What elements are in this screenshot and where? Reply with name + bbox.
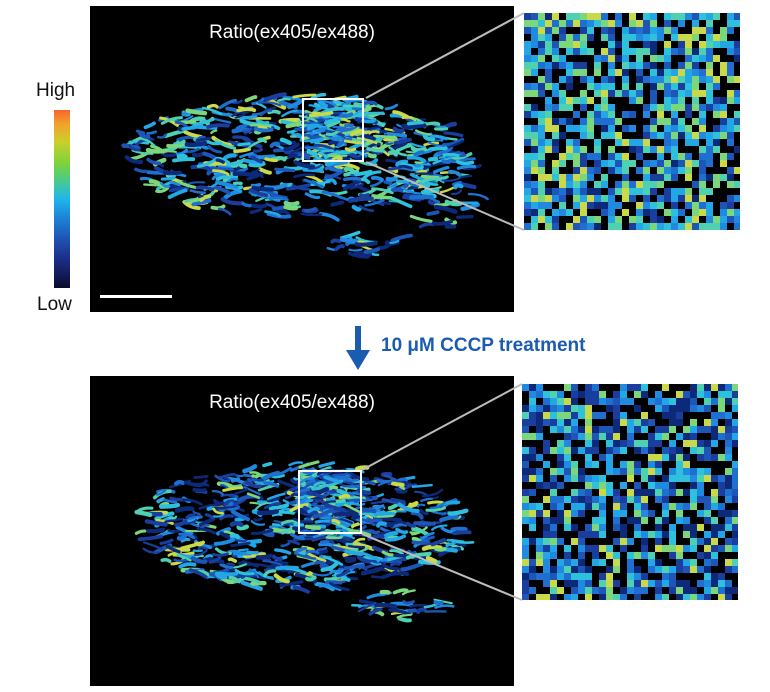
top-microscopy-image: Ratio(ex405/ex488): [90, 6, 514, 312]
top-mitochondria-image: [121, 92, 489, 259]
treatment-arrow-icon: [346, 326, 370, 370]
bottom-zoom-pixels: [522, 384, 738, 600]
top-zoom-image: [524, 13, 740, 230]
top-roi-box: [302, 98, 364, 162]
colorbar: [54, 110, 70, 288]
bottom-panel-title: Ratio(ex405/ex488): [209, 392, 375, 413]
top-panel-title: Ratio(ex405/ex488): [209, 22, 375, 43]
colorbar-low-label: Low: [37, 294, 72, 315]
treatment-label: 10 μM CCCP treatment: [381, 335, 586, 356]
bottom-zoom-image: [522, 384, 738, 600]
colorbar-high-label: High: [36, 80, 76, 101]
bottom-roi-box: [298, 470, 362, 534]
bottom-microscopy-image: Ratio(ex405/ex488): [90, 376, 514, 686]
scale-bar: [100, 295, 172, 298]
bottom-mitochondria-image: [134, 460, 475, 623]
top-zoom-pixels: [524, 13, 740, 230]
